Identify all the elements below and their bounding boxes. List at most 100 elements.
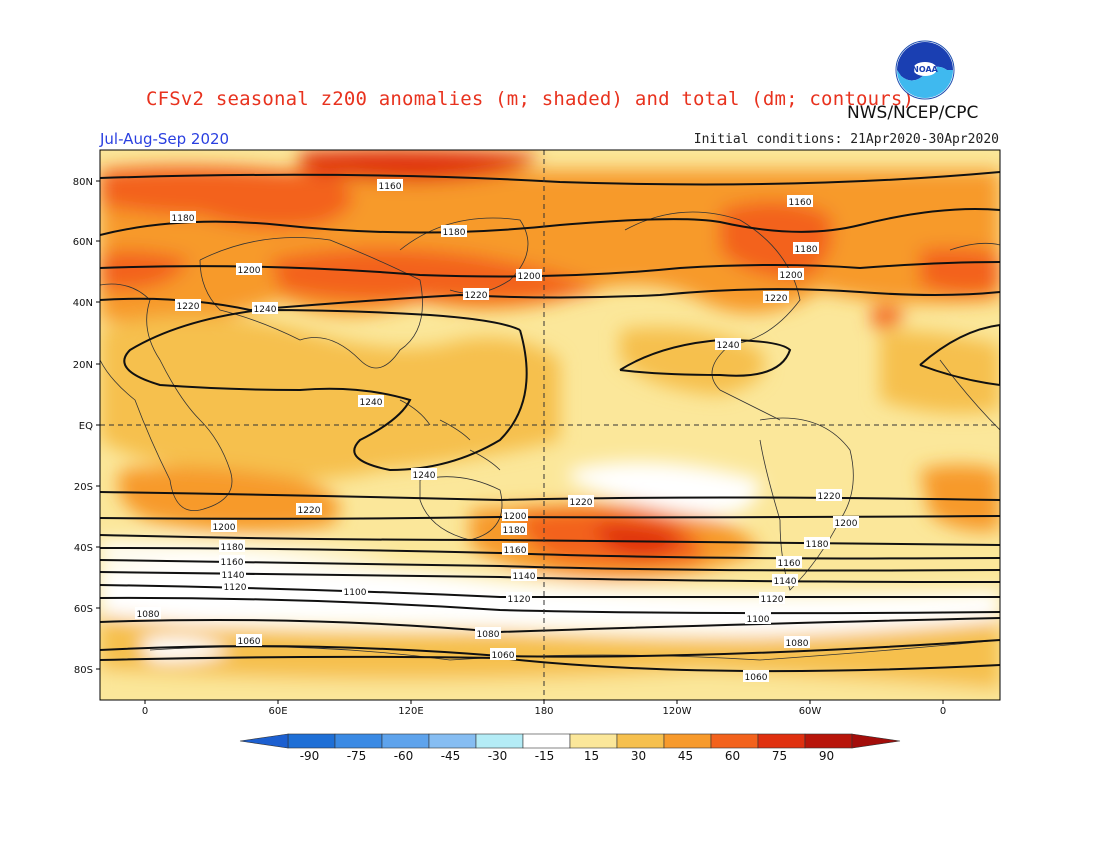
colorbar-label: -30 <box>488 749 508 763</box>
svg-text:1120: 1120 <box>761 595 784 605</box>
contour-label: 1160 <box>219 555 245 568</box>
lon-tick-label: 60W <box>799 706 822 717</box>
contour-label: 1240 <box>411 468 437 481</box>
lon-tick-label: 120E <box>398 706 423 717</box>
svg-text:1180: 1180 <box>172 214 195 224</box>
contour-label: 1200 <box>502 509 528 522</box>
svg-text:1140: 1140 <box>513 572 536 582</box>
contour-label: 1220 <box>568 495 594 508</box>
contour-label: 1180 <box>441 225 467 238</box>
contour-label: 1160 <box>502 543 528 556</box>
svg-text:1200: 1200 <box>518 272 541 282</box>
contour-label: 1140 <box>220 568 246 581</box>
svg-text:1060: 1060 <box>238 637 261 647</box>
svg-text:1240: 1240 <box>360 398 383 408</box>
colorbar-swatch <box>522 733 571 749</box>
svg-text:1200: 1200 <box>504 512 527 522</box>
colorbar-swatch <box>804 733 853 749</box>
svg-text:1180: 1180 <box>806 540 829 550</box>
svg-text:1220: 1220 <box>298 506 321 516</box>
lon-tick-label: 120W <box>663 706 692 717</box>
contour-label: 1160 <box>787 195 813 208</box>
contour-label: 1160 <box>377 179 403 192</box>
svg-text:1180: 1180 <box>221 543 244 553</box>
colorbar-label: -90 <box>300 749 320 763</box>
svg-text:1240: 1240 <box>413 471 436 481</box>
svg-text:1140: 1140 <box>222 571 245 581</box>
lat-tick-label: 80N <box>73 177 93 188</box>
colorbar-label: -75 <box>347 749 367 763</box>
svg-text:1160: 1160 <box>789 198 812 208</box>
svg-text:1180: 1180 <box>443 228 466 238</box>
lon-tick-label: 0 <box>142 706 148 717</box>
agency-label: NWS/NCEP/CPC <box>847 103 979 123</box>
season-label: Jul-Aug-Sep 2020 <box>100 130 230 148</box>
contour-label: 1060 <box>236 634 262 647</box>
svg-text:1200: 1200 <box>238 266 261 276</box>
contour-label: 1240 <box>358 395 384 408</box>
contour-label: 1060 <box>743 670 769 683</box>
svg-text:1220: 1220 <box>818 492 841 502</box>
colorbar: -90 -75 -60 -45 -30 -15 15 30 45 60 75 90 <box>239 733 901 763</box>
svg-text:1160: 1160 <box>778 559 801 569</box>
contour-label: 1220 <box>763 291 789 304</box>
colorbar-swatch <box>381 733 430 749</box>
colorbar-swatch <box>569 733 618 749</box>
contour-label: 1080 <box>784 636 810 649</box>
svg-text:1200: 1200 <box>835 519 858 529</box>
lat-tick-label: 20S <box>74 482 93 493</box>
colorbar-swatch <box>287 733 336 749</box>
contour-label: 1220 <box>296 503 322 516</box>
contour-label: 1120 <box>222 580 248 593</box>
contour-label: 1160 <box>776 556 802 569</box>
colorbar-label: 75 <box>772 749 787 763</box>
svg-text:1100: 1100 <box>747 615 770 625</box>
contour-label: 1140 <box>511 569 537 582</box>
svg-text:1220: 1220 <box>765 294 788 304</box>
svg-text:1160: 1160 <box>504 546 527 556</box>
lon-tick-label: 0 <box>940 706 946 717</box>
contour-label: 1060 <box>490 648 516 661</box>
colorbar-label: 30 <box>631 749 646 763</box>
contour-label: 1200 <box>211 520 237 533</box>
colorbar-swatch <box>428 733 477 749</box>
contour-label: 1100 <box>342 585 368 598</box>
lat-tick-label: 40S <box>74 543 93 554</box>
svg-text:1220: 1220 <box>177 302 200 312</box>
contour-label: 1240 <box>252 302 278 315</box>
colorbar-high-arrow <box>851 733 901 749</box>
lon-tick-label: 60E <box>268 706 287 717</box>
svg-text:1180: 1180 <box>795 245 818 255</box>
contour-label: 1200 <box>236 263 262 276</box>
colorbar-swatch <box>757 733 806 749</box>
lat-tick-label: 60S <box>74 604 93 615</box>
colorbar-label: 60 <box>725 749 740 763</box>
initial-conditions-label: Initial conditions: 21Apr2020-30Apr2020 <box>693 132 999 147</box>
svg-text:1160: 1160 <box>221 558 244 568</box>
contour-label: 1180 <box>219 540 245 553</box>
contour-label: 1200 <box>778 268 804 281</box>
colorbar-label: -15 <box>535 749 555 763</box>
colorbar-swatch <box>616 733 665 749</box>
lat-tick-label: 80S <box>74 665 93 676</box>
contour-label: 1180 <box>170 211 196 224</box>
contour-label: 1220 <box>816 489 842 502</box>
contour-label: 1200 <box>833 516 859 529</box>
colorbar-label: -45 <box>441 749 461 763</box>
svg-text:1220: 1220 <box>465 291 488 301</box>
svg-text:1240: 1240 <box>717 341 740 351</box>
svg-text:1200: 1200 <box>780 271 803 281</box>
colorbar-swatch <box>334 733 383 749</box>
contour-label: 1120 <box>506 592 532 605</box>
contour-label: 1120 <box>759 592 785 605</box>
svg-text:1160: 1160 <box>379 182 402 192</box>
contour-label: 1080 <box>475 627 501 640</box>
svg-text:1120: 1120 <box>224 583 247 593</box>
svg-text:1060: 1060 <box>745 673 768 683</box>
contour-label: 1100 <box>745 612 771 625</box>
svg-text:1180: 1180 <box>503 526 526 536</box>
contour-label: 1220 <box>175 299 201 312</box>
contour-label: 1080 <box>135 607 161 620</box>
lat-tick-label: 20N <box>73 360 93 371</box>
